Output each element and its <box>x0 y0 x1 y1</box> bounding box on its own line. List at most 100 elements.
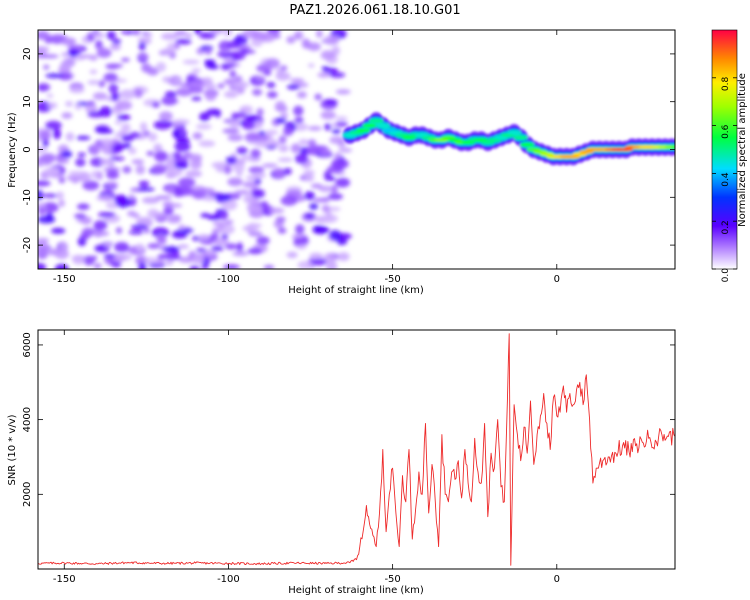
noise-blob <box>152 213 166 218</box>
noise-blob <box>223 90 239 99</box>
spectrogram-y-ticks: -20 -10 0 10 20 <box>22 48 675 253</box>
noise-blob <box>248 231 263 237</box>
noise-blob <box>101 138 113 146</box>
noise-blob <box>297 260 314 269</box>
noise-blob <box>166 186 175 195</box>
noise-blob <box>310 183 323 189</box>
y-tick-label: 2000 <box>22 482 33 507</box>
noise-blob <box>38 46 50 53</box>
noise-blob <box>242 225 254 232</box>
noise-blob <box>191 68 202 73</box>
y-tick-label: 20 <box>22 48 33 61</box>
spectrogram-x-label: Height of straight line (km) <box>288 285 424 296</box>
noise-blob <box>331 158 349 169</box>
noise-blob <box>219 209 229 221</box>
noise-blob <box>317 72 331 78</box>
noise-blob <box>194 30 202 35</box>
noise-blob <box>163 205 174 216</box>
noise-blob <box>273 168 286 179</box>
noise-blob <box>58 176 66 184</box>
noise-blob <box>67 44 85 50</box>
noise-blob <box>93 262 102 269</box>
noise-blob <box>92 92 108 101</box>
colorbar-tick-label: 0.4 <box>721 172 731 187</box>
noise-blob <box>75 158 86 167</box>
noise-blob <box>41 193 59 198</box>
x-tick-label: 0 <box>554 274 560 285</box>
noise-blob <box>38 250 48 256</box>
noise-blob <box>38 262 47 269</box>
noise-blob <box>137 37 147 44</box>
noise-blob <box>241 154 253 161</box>
noise-blob <box>137 187 155 192</box>
noise-blob <box>61 112 73 119</box>
noise-blob <box>266 91 278 99</box>
noise-blob <box>177 177 196 188</box>
noise-blob <box>188 153 203 162</box>
noise-blob <box>309 252 323 260</box>
noise-blob <box>165 258 174 266</box>
colorbar: 0.0 0.2 0.4 0.6 0.8 Normalized spectral ampl… <box>711 29 748 282</box>
noise-blob <box>174 141 191 152</box>
noise-blob <box>197 234 210 241</box>
noise-blob <box>232 81 250 89</box>
noise-blob <box>74 104 82 111</box>
noise-blob <box>186 75 196 82</box>
noise-blob <box>46 93 54 99</box>
noise-blob <box>289 78 305 83</box>
ridge-segment <box>375 123 391 128</box>
noise-blob <box>38 241 48 248</box>
noise-blob <box>128 147 137 155</box>
noise-blob <box>283 167 292 175</box>
noise-blob <box>221 233 229 240</box>
noise-blob <box>204 59 216 64</box>
noise-blob <box>106 170 120 180</box>
noise-blob <box>154 150 169 162</box>
x-tick-label: 0 <box>554 574 560 585</box>
noise-blob <box>327 176 336 181</box>
noise-blob <box>58 199 65 208</box>
noise-blob <box>280 195 298 206</box>
noise-blob <box>114 132 123 138</box>
noise-blob <box>177 244 190 249</box>
noise-blob <box>117 114 131 121</box>
noise-blob <box>174 30 187 37</box>
noise-blob <box>207 214 222 221</box>
noise-blob <box>278 135 287 144</box>
noise-blob <box>127 210 137 217</box>
y-tick-label: 0 <box>22 146 33 152</box>
snr-y-label: SNR (10 * v/v) <box>7 414 18 485</box>
noise-blob <box>128 131 141 139</box>
noise-blob <box>266 81 276 89</box>
noise-blob <box>128 193 135 200</box>
noise-blob <box>335 89 351 95</box>
noise-blob <box>65 101 74 107</box>
noise-blob <box>296 91 307 99</box>
noise-blob <box>295 224 305 235</box>
noise-blob <box>323 99 338 105</box>
noise-blob <box>198 32 216 40</box>
noise-blob <box>87 100 96 106</box>
noise-blob <box>65 132 75 142</box>
noise-blob <box>229 119 241 129</box>
noise-blob <box>147 243 161 249</box>
noise-blob <box>185 170 202 178</box>
noise-blob <box>291 122 309 132</box>
noise-blob <box>217 83 225 89</box>
noise-blob <box>192 253 205 265</box>
noise-blob <box>58 72 73 81</box>
noise-blob <box>94 127 110 133</box>
noise-blob <box>53 128 62 140</box>
noise-blob <box>221 199 238 211</box>
noise-blob <box>227 177 243 187</box>
noise-blob <box>156 233 166 244</box>
noise-blob <box>108 260 116 265</box>
colorbar-tick-label: 0.8 <box>721 77 731 92</box>
noise-blob <box>293 105 304 117</box>
noise-blob <box>206 108 221 116</box>
y-tick-label: 6000 <box>22 332 33 357</box>
noise-blob <box>275 71 291 81</box>
noise-blob <box>324 123 332 131</box>
x-tick-label: -150 <box>53 274 76 285</box>
